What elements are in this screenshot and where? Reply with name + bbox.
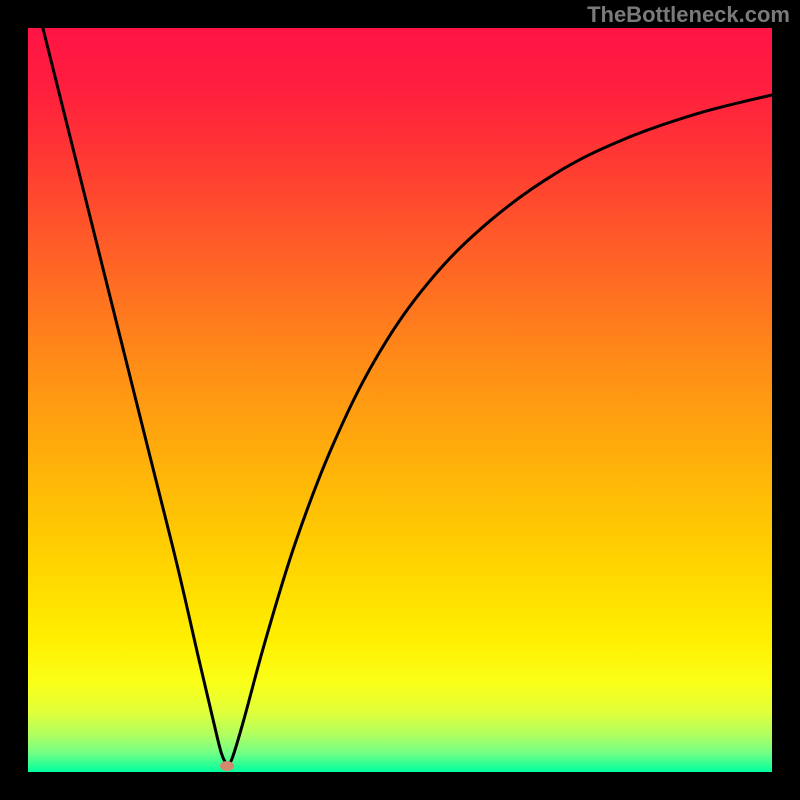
optimal-point-marker bbox=[220, 761, 234, 771]
curve-left-branch bbox=[43, 28, 228, 766]
plot-area bbox=[28, 28, 772, 772]
curve-right-branch bbox=[227, 95, 772, 766]
chart-container: TheBottleneck.com bbox=[0, 0, 800, 800]
bottleneck-curve bbox=[28, 28, 772, 772]
watermark-label: TheBottleneck.com bbox=[587, 2, 790, 28]
